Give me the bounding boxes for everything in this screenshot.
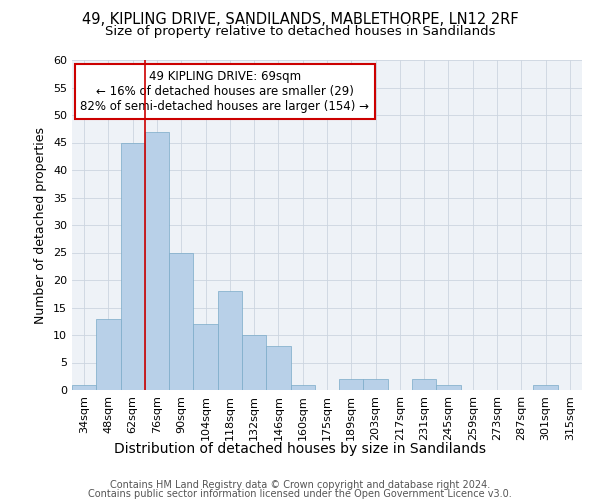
Text: Size of property relative to detached houses in Sandilands: Size of property relative to detached ho… xyxy=(105,25,495,38)
Bar xyxy=(121,142,145,390)
Text: Contains public sector information licensed under the Open Government Licence v3: Contains public sector information licen… xyxy=(88,489,512,499)
Y-axis label: Number of detached properties: Number of detached properties xyxy=(34,126,47,324)
Bar xyxy=(145,132,169,390)
Bar xyxy=(266,346,290,390)
Text: 49 KIPLING DRIVE: 69sqm
← 16% of detached houses are smaller (29)
82% of semi-de: 49 KIPLING DRIVE: 69sqm ← 16% of detache… xyxy=(80,70,370,113)
Bar xyxy=(533,384,558,390)
Text: 49, KIPLING DRIVE, SANDILANDS, MABLETHORPE, LN12 2RF: 49, KIPLING DRIVE, SANDILANDS, MABLETHOR… xyxy=(82,12,518,28)
Bar xyxy=(72,384,96,390)
Bar xyxy=(436,384,461,390)
Bar xyxy=(193,324,218,390)
Bar xyxy=(412,379,436,390)
Bar xyxy=(96,318,121,390)
Text: Contains HM Land Registry data © Crown copyright and database right 2024.: Contains HM Land Registry data © Crown c… xyxy=(110,480,490,490)
Bar xyxy=(242,335,266,390)
Bar xyxy=(218,291,242,390)
Text: Distribution of detached houses by size in Sandilands: Distribution of detached houses by size … xyxy=(114,442,486,456)
Bar xyxy=(169,252,193,390)
Bar xyxy=(339,379,364,390)
Bar xyxy=(290,384,315,390)
Bar xyxy=(364,379,388,390)
